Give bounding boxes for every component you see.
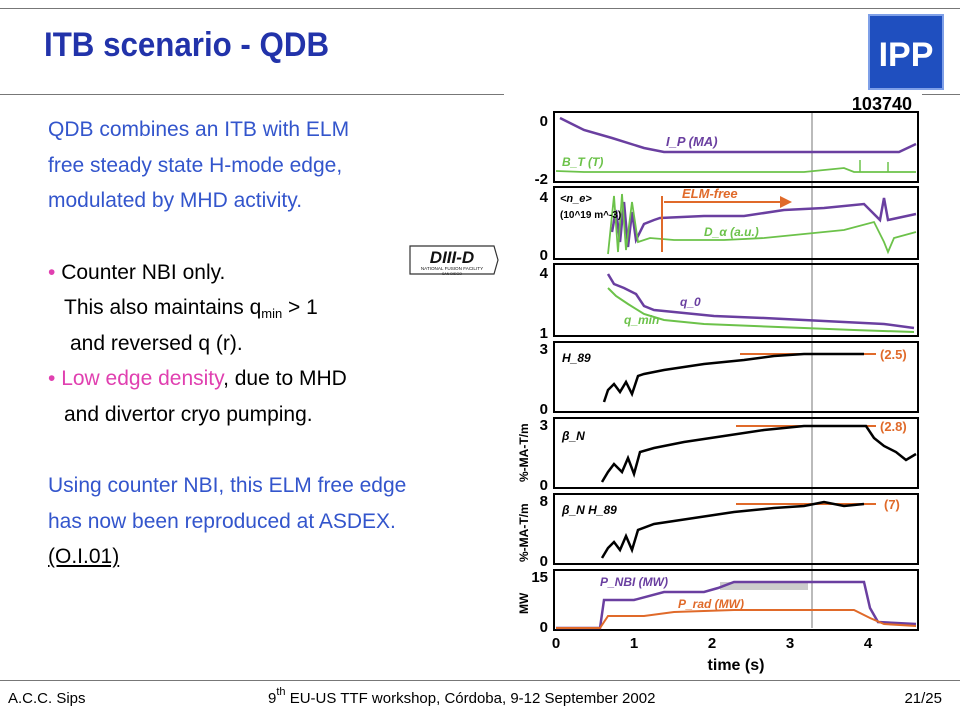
shot-number: 103740 bbox=[852, 94, 912, 114]
svg-text:%-MA-T/m: %-MA-T/m bbox=[517, 503, 531, 562]
svg-text:0: 0 bbox=[540, 553, 548, 570]
svg-text:0: 0 bbox=[540, 477, 548, 494]
bullet-edge-density: • Low edge density, due to MHD bbox=[48, 367, 347, 390]
footer-page-number: 21/25 bbox=[904, 690, 942, 707]
slide-body: QDB combines an ITB with ELM free steady… bbox=[48, 112, 508, 575]
svg-text:MW: MW bbox=[517, 592, 531, 614]
text-line: QDB combines an ITB with ELM bbox=[48, 118, 350, 141]
top-rule bbox=[0, 8, 960, 9]
footer-event: 9th EU-US TTF workshop, Córdoba, 9-12 Se… bbox=[268, 686, 656, 708]
svg-text:β_N: β_N bbox=[561, 429, 585, 443]
panel-q: 4 1 q_0 q_min bbox=[540, 263, 919, 342]
slide-title: ITB scenario - QDB bbox=[44, 26, 330, 64]
svg-text:P_rad (MW): P_rad (MW) bbox=[678, 597, 744, 611]
ipp-logo-text: IPP bbox=[879, 36, 934, 74]
svg-text:0: 0 bbox=[540, 619, 548, 636]
svg-text:0: 0 bbox=[540, 113, 548, 130]
diiid-shot-figure: 103740 0 -2 I_P (MA) B_T (T) 4 0 ELM-fre… bbox=[504, 92, 922, 676]
ipp-logo: IPP bbox=[868, 14, 944, 90]
svg-text:q_min: q_min bbox=[624, 313, 659, 327]
panel-betan-h89: 8 0 β_N H_89 (7) bbox=[540, 493, 919, 570]
svg-text:15: 15 bbox=[531, 569, 548, 586]
svg-text:B_T (T): B_T (T) bbox=[562, 155, 603, 169]
text-line: and reversed q (r). bbox=[70, 331, 243, 355]
diiid-logo: DIII-D NATIONAL FUSION FACILITY SAN DIEG… bbox=[408, 240, 500, 282]
svg-text:DIII-D: DIII-D bbox=[430, 248, 474, 267]
panel-density-dalpha: 4 0 ELM-free <n_e> (10^19 m^-3) D_α (a.u… bbox=[540, 186, 919, 264]
svg-text:<n_e>: <n_e> bbox=[560, 193, 592, 205]
svg-text:(10^19 m^-3): (10^19 m^-3) bbox=[560, 210, 621, 221]
svg-text:2: 2 bbox=[708, 635, 716, 652]
text-line: has now been reproduced at ASDEX. bbox=[48, 509, 396, 533]
svg-text:4: 4 bbox=[540, 265, 549, 282]
svg-text:(7): (7) bbox=[884, 497, 900, 512]
panel-ip-bt: 0 -2 I_P (MA) B_T (T) bbox=[535, 111, 919, 188]
svg-text:3: 3 bbox=[540, 417, 548, 434]
svg-text:4: 4 bbox=[540, 189, 549, 206]
svg-text:1: 1 bbox=[540, 325, 548, 342]
svg-text:8: 8 bbox=[540, 493, 548, 510]
svg-text:I_P (MA): I_P (MA) bbox=[666, 134, 718, 149]
svg-text:D_α (a.u.): D_α (a.u.) bbox=[704, 225, 759, 239]
svg-text:NATIONAL FUSION FACILITY: NATIONAL FUSION FACILITY bbox=[421, 266, 483, 271]
svg-text:4: 4 bbox=[864, 635, 873, 652]
text-line: Using counter NBI, this ELM free edge bbox=[48, 474, 407, 497]
svg-text:β_N H_89: β_N H_89 bbox=[561, 503, 617, 517]
svg-text:1: 1 bbox=[630, 635, 638, 652]
svg-text:(2.5): (2.5) bbox=[880, 347, 907, 362]
panel-h89: 3 0 H_89 (2.5) bbox=[540, 341, 919, 418]
svg-text:0: 0 bbox=[540, 401, 548, 418]
svg-text:P_NBI (MW): P_NBI (MW) bbox=[600, 575, 668, 589]
svg-text:3: 3 bbox=[786, 635, 794, 652]
x-axis: 0 1 2 3 4 time (s) bbox=[552, 635, 873, 674]
bullet-counter-nbi: • Counter NBI only. bbox=[48, 260, 226, 284]
svg-text:-2: -2 bbox=[535, 171, 548, 188]
text-line: This also maintains qmin > 1 bbox=[64, 296, 318, 321]
panel-power: 15 0 MW P_NBI (MW) P_rad (MW) bbox=[517, 569, 919, 636]
panel-betan: 3 0 β_N (2.8) bbox=[540, 417, 919, 494]
text-line: and divertor cryo pumping. bbox=[64, 402, 313, 426]
svg-text:0: 0 bbox=[540, 247, 548, 264]
svg-text:%-MA-T/m: %-MA-T/m bbox=[517, 423, 531, 482]
svg-text:q_0: q_0 bbox=[680, 295, 701, 309]
footer-rule bbox=[0, 680, 960, 681]
svg-text:0: 0 bbox=[552, 635, 560, 652]
bullet-text: Counter NBI only. bbox=[61, 260, 226, 284]
svg-text:time (s): time (s) bbox=[708, 657, 765, 674]
title-rule bbox=[0, 94, 960, 95]
svg-text:H_89: H_89 bbox=[562, 351, 591, 365]
svg-text:ELM-free: ELM-free bbox=[682, 186, 738, 201]
footer-author: A.C.C. Sips bbox=[8, 690, 86, 707]
svg-text:(2.8): (2.8) bbox=[880, 419, 907, 434]
reference-link[interactable]: (O.I.01) bbox=[48, 545, 120, 568]
text-line: free steady state H-mode edge, bbox=[48, 153, 343, 177]
text-line: modulated by MHD activity. bbox=[48, 189, 303, 212]
svg-text:SAN DIEGO: SAN DIEGO bbox=[442, 272, 462, 276]
svg-text:3: 3 bbox=[540, 341, 548, 358]
